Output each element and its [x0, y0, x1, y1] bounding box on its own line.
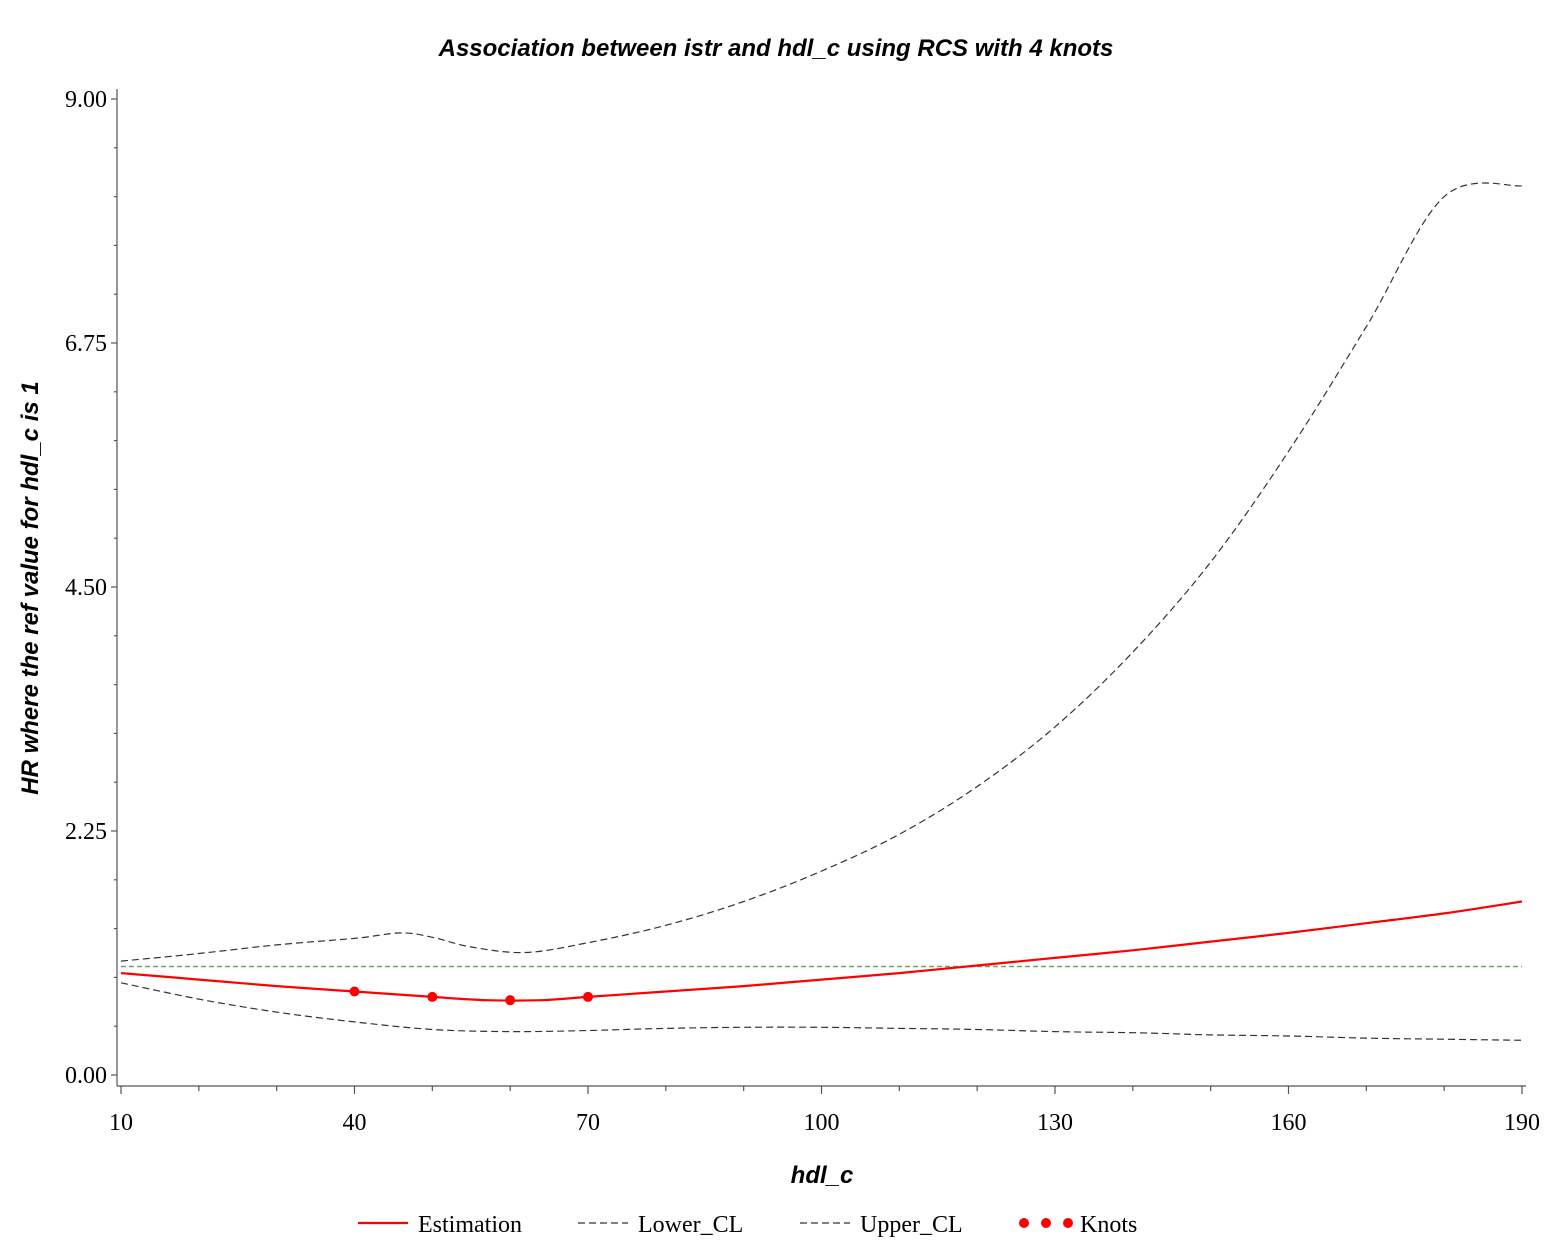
legend: Estimation Lower_CL Upper_CL Knots — [358, 1212, 1137, 1238]
x-tick-label: 70 — [576, 1110, 600, 1136]
legend-label-upper-cl: Upper_CL — [860, 1212, 963, 1238]
legend-label-estimation: Estimation — [418, 1212, 522, 1238]
legend-swatch-knots-dot — [1063, 1218, 1073, 1228]
series-line-upper-cl — [120, 182, 1523, 962]
y-tick-label: 0.00 — [65, 1063, 107, 1089]
x-tick-label: 130 — [1037, 1110, 1073, 1136]
x-tick-label: 100 — [804, 1110, 840, 1136]
y-tick-label: 6.75 — [65, 331, 107, 357]
x-axis-label: hdl_c — [791, 1162, 854, 1189]
series-line-estimation — [120, 900, 1523, 1002]
y-tick-label: 4.50 — [65, 575, 107, 601]
knot-point — [349, 986, 360, 997]
x-tick-label: 40 — [343, 1110, 367, 1136]
legend-swatch-knots-dot — [1041, 1218, 1051, 1228]
legend-label-lower-cl: Lower_CL — [638, 1212, 743, 1238]
x-tick-label: 160 — [1271, 1110, 1307, 1136]
plot-area: 0.00 2.25 4.50 6.75 9.00 10 40 70 100 130 160 190 — [65, 87, 1540, 1136]
y-tick-label: 9.00 — [65, 87, 107, 113]
series-line-lower-cl — [120, 982, 1523, 1041]
knot-point — [583, 991, 593, 1002]
y-axis-label: HR where the ref value for hdl_c is 1 — [17, 381, 44, 794]
legend-label-knots: Knots — [1080, 1212, 1137, 1238]
y-tick-label: 2.25 — [65, 819, 107, 845]
chart-title: Association between istr and hdl_c using… — [438, 35, 1114, 62]
legend-swatch-knots-dot — [1019, 1218, 1029, 1228]
knot-point — [505, 995, 516, 1006]
x-tick-label: 10 — [109, 1110, 133, 1136]
x-tick-label: 190 — [1504, 1110, 1540, 1136]
knot-point — [427, 991, 438, 1002]
